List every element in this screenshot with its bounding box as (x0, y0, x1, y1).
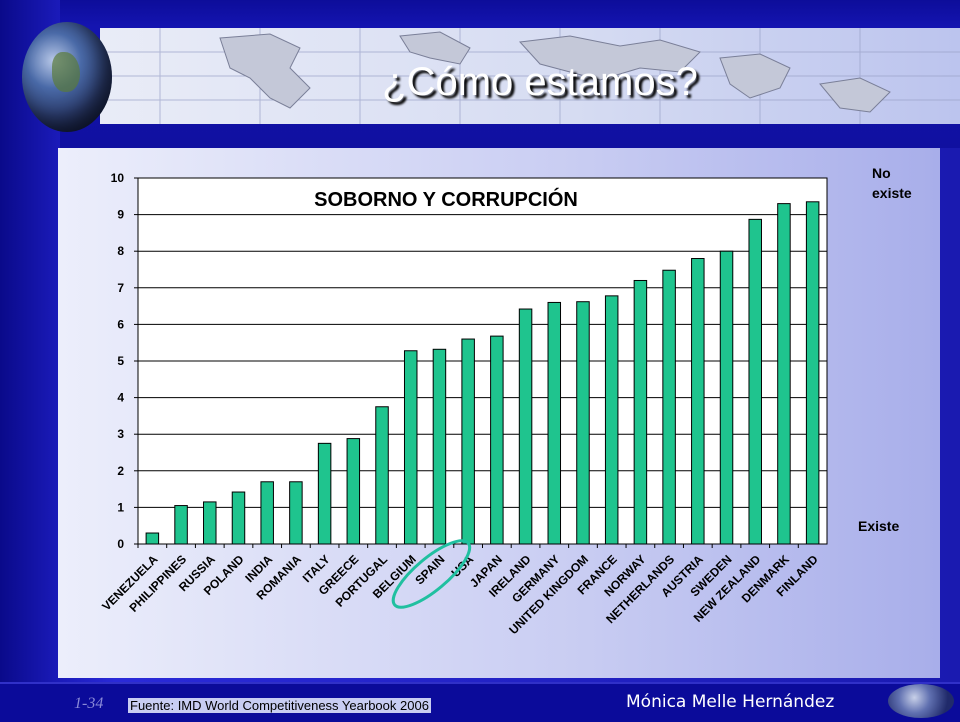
y-tick-label: 9 (117, 208, 124, 222)
bar-japan (490, 335, 504, 545)
x-tick-label: SPAIN (412, 552, 447, 587)
y-tick-label: 8 (117, 244, 124, 258)
y-tick-label: 4 (117, 391, 124, 405)
y-tick-label: 1 (117, 500, 124, 514)
bar-sweden (719, 250, 734, 545)
bar-india (260, 481, 274, 545)
y-tick-label: 6 (117, 317, 124, 331)
bar-finland (805, 201, 820, 545)
chart-panel: 0 1 2 3 4 5 6 7 8 9 10 VENEZUELA PHILIPPINES RUSSIA PO… (58, 148, 940, 678)
bar-austria (691, 258, 705, 545)
footer-globe-logo (888, 684, 954, 718)
bar-italy (317, 442, 332, 545)
no-existe-line2: existe (872, 185, 912, 201)
world-map-banner (100, 28, 960, 124)
bar-belgium (403, 350, 418, 545)
globe-logo (22, 22, 112, 132)
y-tick-label: 7 (117, 281, 124, 295)
bar-germany (547, 301, 562, 545)
y-tick-label: 0 (117, 537, 124, 551)
no-existe-label: No existe (872, 163, 912, 203)
y-tick-label: 2 (117, 464, 124, 478)
bar-chart: 012345678910VENEZUELAPHILIPPINESRUSSIAPO… (99, 171, 828, 637)
slide-number: 1-34 (74, 695, 104, 712)
source-note: Fuente: IMD World Competitiveness Yearbo… (128, 698, 431, 713)
bar-poland (231, 491, 246, 545)
bar-russia (203, 501, 217, 545)
existe-label: Existe (858, 518, 900, 534)
bar-denmark (777, 203, 791, 545)
slide-title: ¿Cómo estamos? (382, 60, 698, 104)
bar-ireland (518, 308, 533, 545)
bar-spain (432, 348, 447, 545)
bar-greece (346, 438, 361, 545)
y-tick-label: 5 (117, 354, 124, 368)
author-name: Mónica Melle Hernández (626, 692, 835, 712)
bar-norway (633, 279, 648, 545)
bar-usa (461, 338, 475, 545)
y-tick-label: 3 (117, 427, 124, 441)
bar-philippines (174, 505, 188, 545)
bar-portugal (375, 406, 389, 545)
bar-new-zealand (748, 218, 762, 545)
y-tick-label: 10 (111, 171, 125, 185)
no-existe-line1: No (872, 165, 891, 181)
bar-venezuela (145, 532, 160, 545)
chart-title: SOBORNO Y CORRUPCIÓN (314, 187, 578, 211)
world-map-graphic (100, 28, 960, 124)
highlight-ellipse (391, 539, 472, 609)
bar-netherlands (662, 269, 676, 545)
bar-romania (289, 481, 303, 545)
bar-united-kingdom (576, 301, 590, 545)
bar-france (604, 295, 619, 545)
